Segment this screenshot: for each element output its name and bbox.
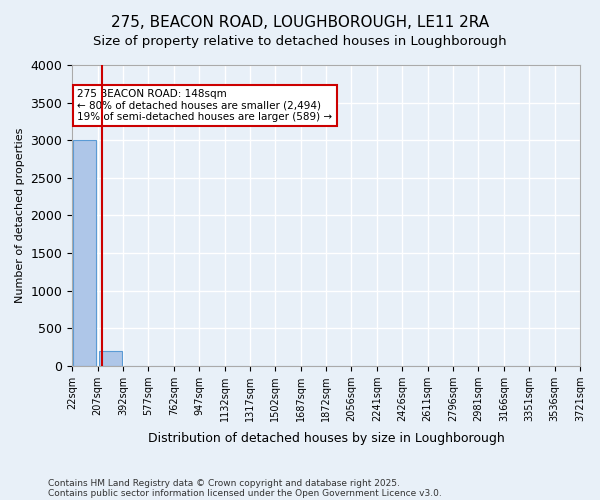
X-axis label: Distribution of detached houses by size in Loughborough: Distribution of detached houses by size … <box>148 432 505 445</box>
Text: 275 BEACON ROAD: 148sqm
← 80% of detached houses are smaller (2,494)
19% of semi: 275 BEACON ROAD: 148sqm ← 80% of detache… <box>77 89 332 122</box>
Text: Contains HM Land Registry data © Crown copyright and database right 2025.: Contains HM Land Registry data © Crown c… <box>48 478 400 488</box>
Text: Size of property relative to detached houses in Loughborough: Size of property relative to detached ho… <box>93 35 507 48</box>
Bar <box>99 350 122 366</box>
Text: 275, BEACON ROAD, LOUGHBOROUGH, LE11 2RA: 275, BEACON ROAD, LOUGHBOROUGH, LE11 2RA <box>111 15 489 30</box>
Bar <box>73 140 96 366</box>
Text: Contains public sector information licensed under the Open Government Licence v3: Contains public sector information licen… <box>48 488 442 498</box>
Y-axis label: Number of detached properties: Number of detached properties <box>15 128 25 303</box>
